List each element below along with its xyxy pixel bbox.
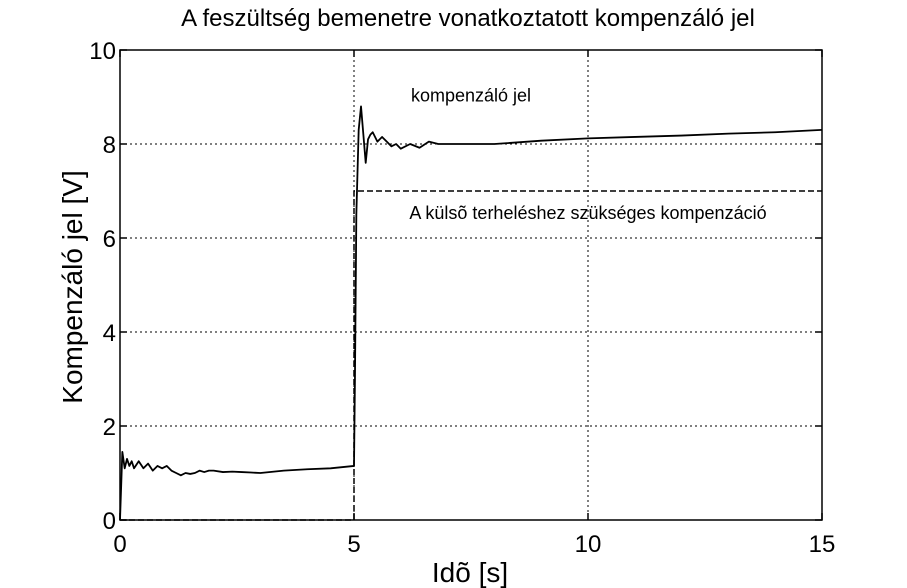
y-tick-label: 2 <box>103 414 116 441</box>
series-line-1 <box>119 105 823 521</box>
annotations: kompenzáló jel A külsõ terheléshez szüksé… <box>409 86 766 224</box>
y-tick-label: 10 <box>89 38 116 65</box>
y-tick-label: 0 <box>103 508 116 535</box>
y-tick-label: 6 <box>103 226 116 253</box>
y-axis-label: Kompenzáló jel [V] <box>57 170 88 403</box>
series-line-2 <box>120 190 822 521</box>
x-tick-label: 15 <box>809 531 836 558</box>
ticks: 0 5 10 15 0 2 4 6 8 10 <box>89 38 835 558</box>
annotation-label: A külsõ terheléshez szükséges kompenzáci… <box>409 203 766 223</box>
x-tick-label: 0 <box>113 531 126 558</box>
grid <box>120 50 822 520</box>
x-axis-label: Idõ [s] <box>432 557 508 588</box>
y-tick-label: 4 <box>103 320 116 347</box>
y-tick-label: 8 <box>103 132 116 159</box>
annotation-label: kompenzáló jel <box>411 86 531 106</box>
x-tick-label: 5 <box>347 531 360 558</box>
series-layer <box>119 105 823 521</box>
chart-title: A feszültség bemenetre vonatkoztatott ko… <box>181 5 755 32</box>
x-tick-label: 10 <box>575 531 602 558</box>
plot-frame <box>119 49 823 521</box>
